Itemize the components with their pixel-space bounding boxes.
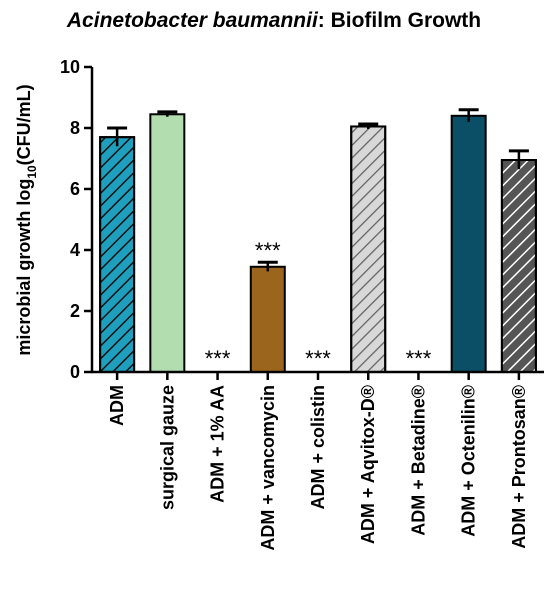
y-axis: 0 2 4 6 8 10	[60, 57, 94, 382]
chart-title-italic: Acinetobacter baumannii	[66, 9, 319, 32]
y-tick-label: 10	[60, 57, 80, 77]
x-category-label: ADM + 1% AA	[208, 385, 228, 503]
x-category-label: surgical gauze	[157, 385, 177, 510]
significance-label: ***	[305, 346, 331, 371]
bars-group: *** *** *** ***	[99, 108, 537, 374]
chart-title-rest: : Biofilm Growth	[318, 9, 481, 32]
y-tick-label: 4	[70, 240, 80, 260]
x-axis: ADM surgical gauze ADM + 1% AA ADM + vancom…	[91, 370, 544, 551]
y-tick-label: 0	[70, 362, 80, 382]
bar-hatch	[99, 136, 136, 373]
significance-label: ***	[406, 346, 432, 371]
x-category-label: ADM + Octenilin®	[459, 385, 479, 537]
bar-hatch	[350, 125, 387, 373]
x-category-label: ADM + Aqvitox-D®	[358, 385, 378, 544]
x-category-label: ADM + Betadine®	[408, 385, 428, 536]
y-tick-label: 2	[70, 301, 80, 321]
x-category-label: ADM	[107, 385, 127, 426]
bar	[149, 113, 186, 374]
bar-hatch	[500, 159, 537, 373]
significance-label: ***	[255, 238, 281, 263]
chart-title: Acinetobacter baumannii: Biofilm Growth	[66, 9, 481, 32]
x-category-label: ADM + Prontosan®	[509, 385, 529, 549]
y-axis-label: microbial growth log10(CFU/mL)	[14, 84, 39, 355]
y-axis-label-main: microbial growth log	[14, 179, 34, 356]
x-category-label: ADM + vancomycin	[258, 385, 278, 551]
bar	[450, 114, 487, 374]
x-category-label: ADM + colistin	[308, 385, 328, 510]
bar	[249, 265, 286, 373]
y-axis-label-subscript: 10	[25, 165, 39, 179]
significance-label: ***	[205, 346, 231, 371]
y-tick-label: 8	[70, 118, 80, 138]
y-axis-label-tail: (CFU/mL)	[14, 84, 34, 165]
y-tick-label: 6	[70, 179, 80, 199]
